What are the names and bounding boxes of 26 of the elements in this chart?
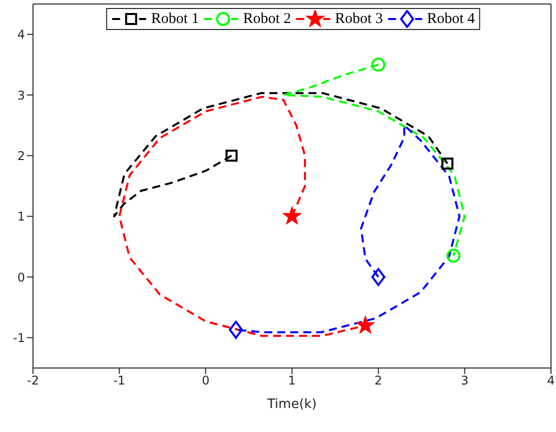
y-tick-label: 1 — [17, 210, 25, 224]
legend-label: Robot 1 — [151, 10, 200, 28]
x-tick-label: 4 — [547, 374, 555, 388]
point — [226, 150, 238, 162]
y-tick-label: -1 — [13, 330, 25, 345]
point — [371, 58, 386, 72]
x-axis-title: Time(k) — [266, 397, 317, 412]
y-tick-label: 0 — [17, 270, 25, 284]
x-tick-label: -1 — [113, 374, 126, 388]
legend-label: Robot 3 — [335, 10, 383, 28]
x-tick-label: -2 — [27, 374, 39, 388]
x-tick-label: 1 — [288, 374, 296, 388]
point — [441, 158, 454, 170]
y-tick-label: 2 — [17, 148, 25, 163]
legend-label: Robot 2 — [243, 10, 291, 28]
point — [446, 248, 460, 263]
point — [282, 206, 302, 224]
y-tick-label: 3 — [17, 88, 25, 102]
point — [228, 320, 243, 339]
y-tick-label: 4 — [17, 28, 25, 42]
point — [371, 268, 386, 286]
legend-label: Robot 4 — [426, 10, 475, 28]
x-tick-label: 2 — [374, 374, 382, 388]
x-tick-label: 3 — [460, 374, 468, 388]
x-tick-label: 0 — [202, 374, 210, 388]
point — [356, 316, 374, 334]
